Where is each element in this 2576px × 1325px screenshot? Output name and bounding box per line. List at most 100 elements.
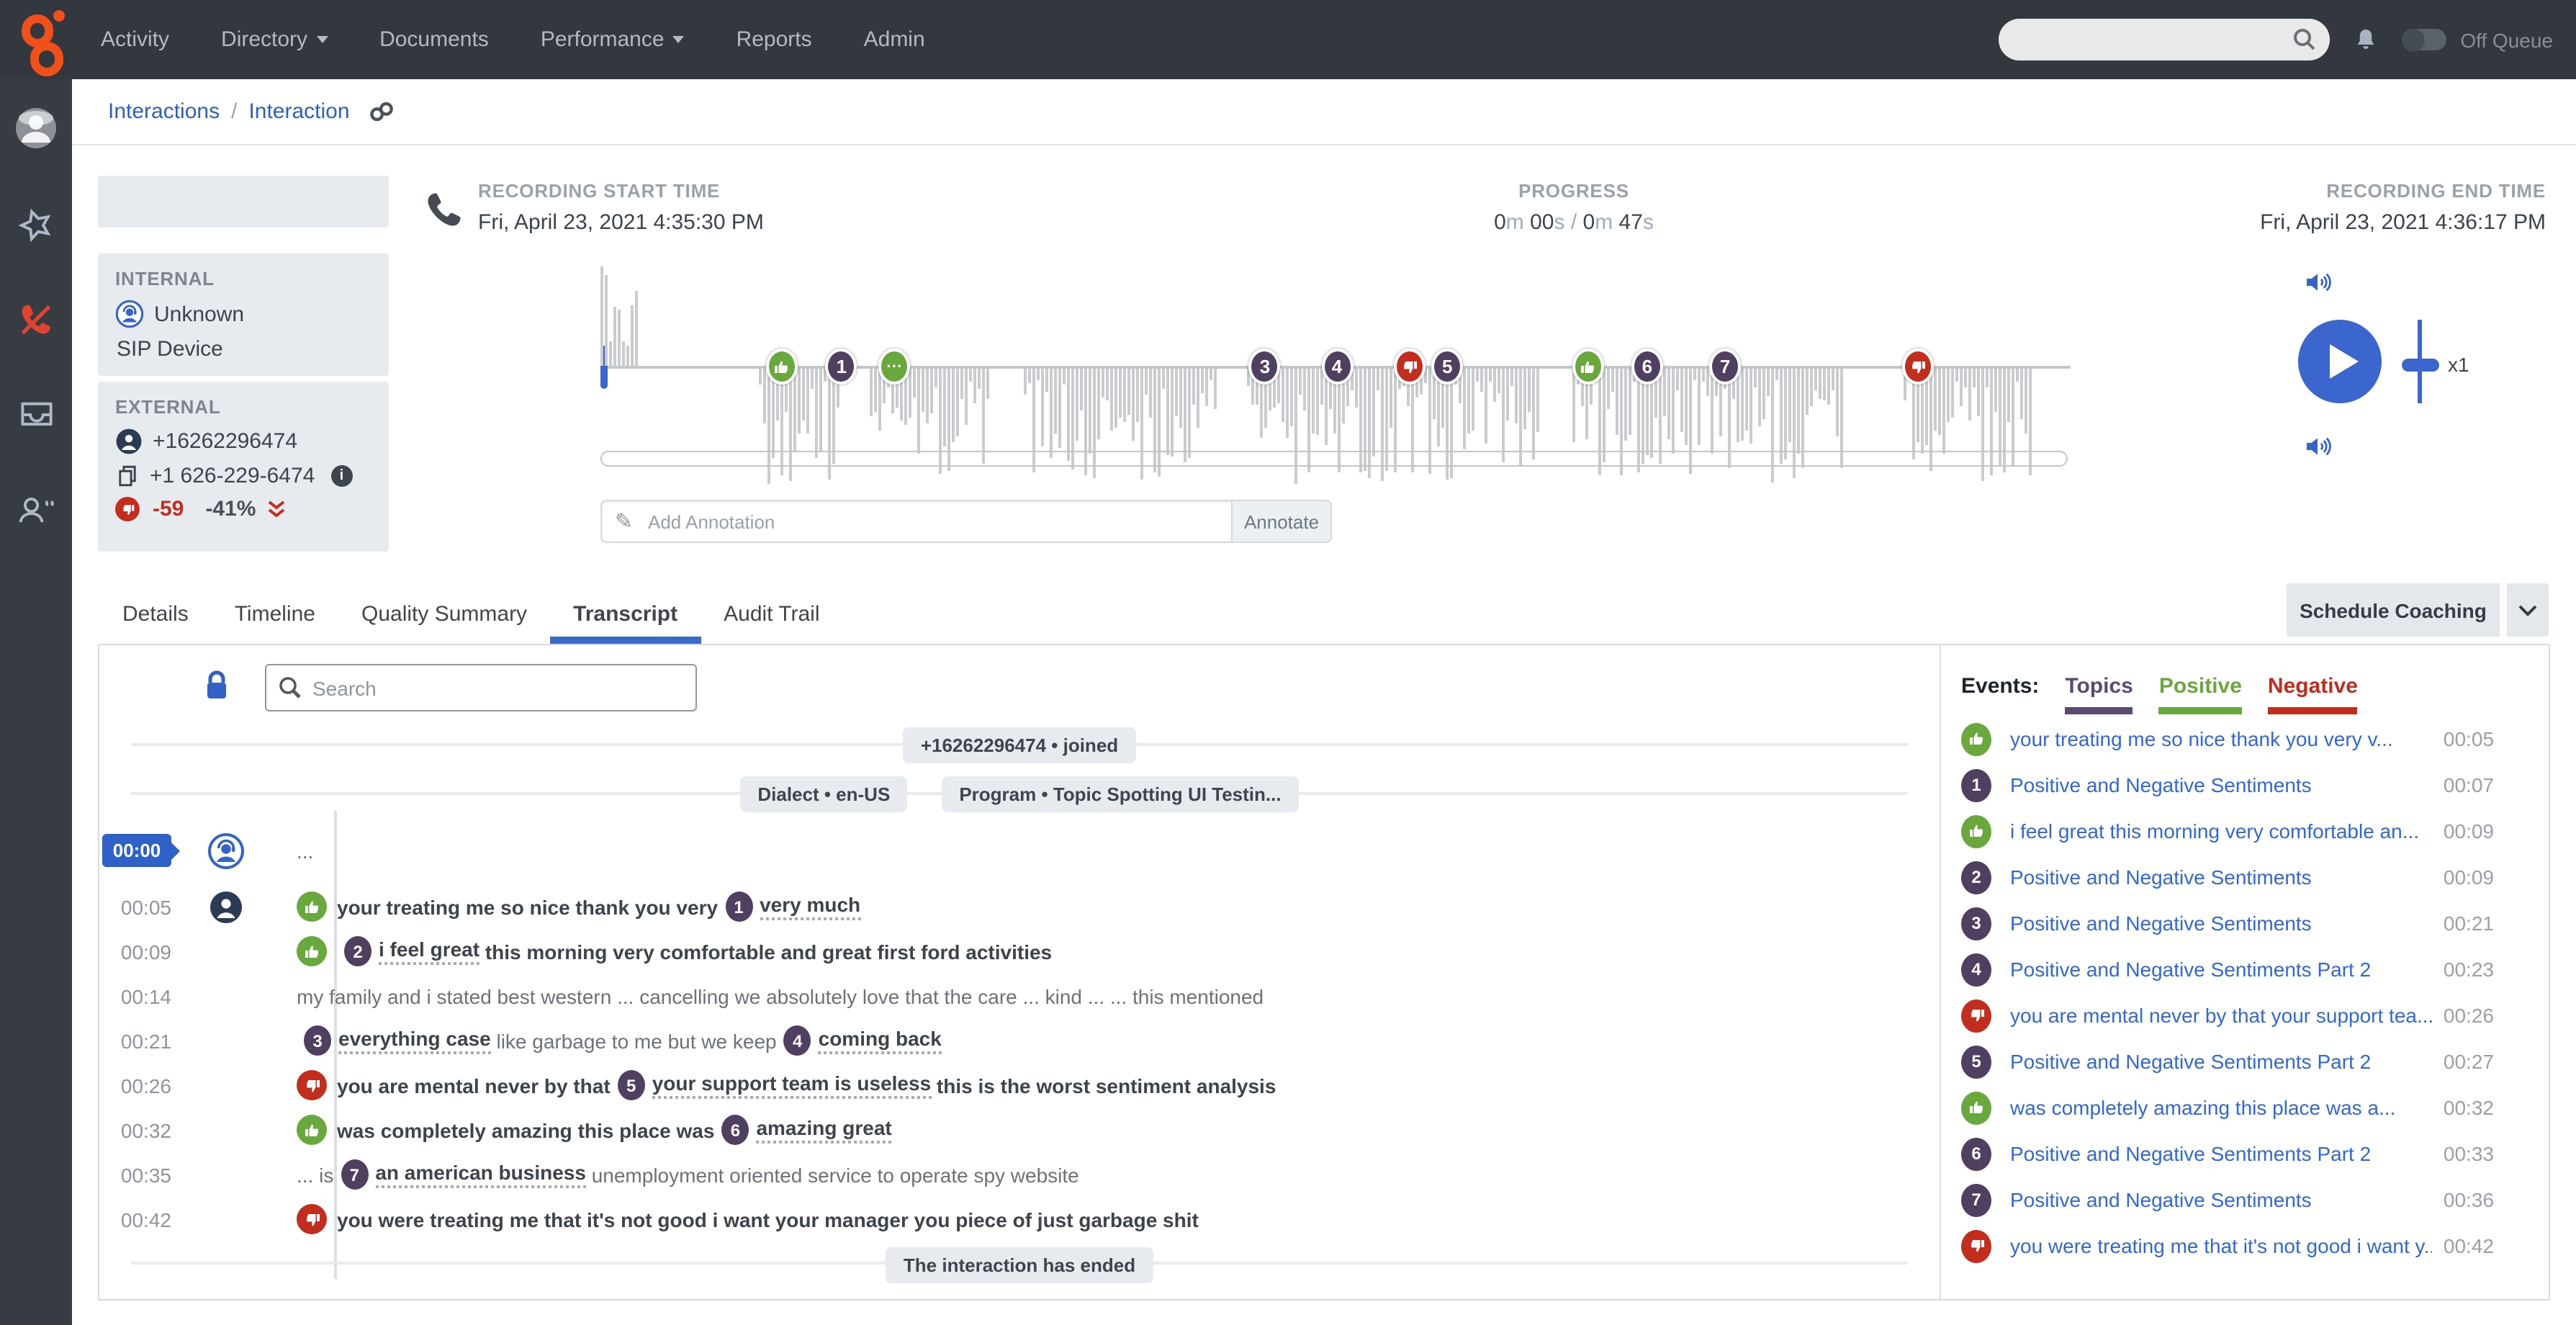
waveform-bar bbox=[815, 369, 818, 459]
event-link[interactable]: you were treating me that it's not good … bbox=[2010, 1234, 2432, 1257]
schedule-coaching-button[interactable]: Schedule Coaching bbox=[2287, 583, 2500, 637]
volume-up-icon[interactable] bbox=[2301, 268, 2334, 297]
event-row[interactable]: i feel great this morning very comfortab… bbox=[1941, 808, 2549, 854]
info-icon[interactable]: i bbox=[330, 465, 353, 487]
transcript-search-input[interactable] bbox=[265, 664, 697, 711]
breadcrumb-interaction-link[interactable]: Interaction bbox=[248, 99, 350, 124]
copy-icon[interactable] bbox=[115, 464, 140, 488]
topic-marker[interactable]: 1 bbox=[825, 349, 857, 385]
event-link[interactable]: Positive and Negative Sentiments Part 2 bbox=[2010, 1142, 2372, 1165]
event-row[interactable]: you are mental never by that your suppor… bbox=[1941, 992, 2549, 1038]
timestamp[interactable]: 00:21 bbox=[120, 1029, 171, 1052]
events-filter-negative[interactable]: Negative bbox=[2267, 674, 2358, 714]
annotation-input[interactable] bbox=[600, 500, 1231, 543]
thumb-up-icon[interactable] bbox=[297, 891, 327, 922]
waveform-bar bbox=[819, 369, 822, 452]
nav-item-admin[interactable]: Admin bbox=[863, 27, 925, 52]
nav-item-documents[interactable]: Documents bbox=[379, 27, 489, 52]
tab-quality-summary[interactable]: Quality Summary bbox=[361, 601, 528, 626]
topic-badge[interactable]: 1 bbox=[725, 891, 753, 922]
nav-item-directory[interactable]: Directory bbox=[221, 27, 328, 52]
timestamp[interactable]: 00:14 bbox=[120, 984, 171, 1007]
thumb-up-marker[interactable] bbox=[1572, 349, 1605, 385]
topic-badge[interactable]: 6 bbox=[721, 1115, 749, 1145]
timestamp[interactable]: 00:09 bbox=[120, 940, 171, 963]
thumb-down-icon[interactable] bbox=[297, 1070, 327, 1100]
customer-speaking-icon[interactable] bbox=[0, 491, 72, 529]
tab-transcript[interactable]: Transcript bbox=[550, 583, 701, 644]
waveform-bar bbox=[1247, 369, 1250, 387]
timestamp[interactable]: 00:42 bbox=[120, 1208, 171, 1231]
timestamp[interactable]: 00:26 bbox=[120, 1074, 171, 1097]
queue-status-toggle[interactable] bbox=[2401, 28, 2446, 51]
event-row[interactable]: 5 Positive and Negative Sentiments Part 2… bbox=[1941, 1038, 2549, 1084]
inbox-tray-icon[interactable] bbox=[0, 398, 72, 432]
event-link[interactable]: you are mental never by that your suppor… bbox=[2010, 1004, 2432, 1027]
breadcrumb-interactions-link[interactable]: Interactions bbox=[108, 99, 220, 124]
waveform-scrollbar[interactable] bbox=[600, 451, 2068, 467]
event-row[interactable]: 2 Positive and Negative Sentiments 00:09 bbox=[1941, 854, 2549, 900]
topic-badge[interactable]: 4 bbox=[783, 1025, 811, 1056]
topic-badge[interactable]: 7 bbox=[341, 1159, 369, 1190]
permalink-chain-icon[interactable] bbox=[367, 99, 396, 124]
tab-details[interactable]: Details bbox=[122, 601, 189, 626]
playback-speed-slider[interactable] bbox=[2402, 320, 2439, 403]
topic-marker[interactable]: 3 bbox=[1248, 349, 1281, 385]
user-avatar-icon[interactable] bbox=[0, 105, 72, 151]
timestamp[interactable]: 00:32 bbox=[120, 1118, 171, 1141]
thumb-down-marker[interactable] bbox=[1901, 349, 1934, 385]
global-search-input[interactable] bbox=[1998, 19, 2330, 60]
event-link[interactable]: Positive and Negative Sentiments Part 2 bbox=[2010, 1050, 2372, 1073]
events-filter-positive[interactable]: Positive bbox=[2158, 674, 2242, 714]
playhead[interactable] bbox=[600, 346, 608, 389]
timestamp[interactable]: 00:35 bbox=[120, 1163, 171, 1186]
customer-avatar-icon bbox=[171, 889, 279, 924]
waveform-timeline[interactable]: 1 ··· 3 4 5 6 7 bbox=[600, 266, 2071, 484]
thumb-up-marker[interactable] bbox=[765, 349, 798, 385]
topic-badge[interactable]: 3 bbox=[304, 1025, 331, 1056]
annotate-button[interactable]: Annotate bbox=[1231, 500, 1332, 543]
thumb-up-icon[interactable] bbox=[297, 936, 327, 966]
dots-marker[interactable]: ··· bbox=[878, 349, 911, 385]
event-row[interactable]: 1 Positive and Negative Sentiments 00:07 bbox=[1941, 762, 2549, 808]
active-timestamp-badge[interactable]: 00:00 bbox=[102, 834, 180, 867]
nav-item-activity[interactable]: Activity bbox=[101, 27, 170, 52]
event-row[interactable]: 4 Positive and Negative Sentiments Part 2… bbox=[1941, 946, 2549, 992]
topic-marker[interactable]: 6 bbox=[1631, 349, 1663, 385]
event-row[interactable]: was completely amazing this place was a.… bbox=[1941, 1084, 2549, 1131]
timestamp[interactable]: 00:05 bbox=[120, 895, 171, 918]
topic-marker[interactable]: 7 bbox=[1709, 349, 1742, 385]
topic-marker[interactable]: 5 bbox=[1431, 349, 1464, 385]
event-row[interactable]: 6 Positive and Negative Sentiments Part 2… bbox=[1941, 1131, 2549, 1177]
event-link[interactable]: Positive and Negative Sentiments bbox=[2010, 1188, 2312, 1211]
topic-marker[interactable]: 4 bbox=[1321, 349, 1354, 385]
topic-badge[interactable]: 2 bbox=[344, 936, 371, 966]
tab-timeline[interactable]: Timeline bbox=[234, 601, 315, 626]
speed-slider-handle[interactable] bbox=[2402, 359, 2439, 372]
event-row[interactable]: you were treating me that it's not good … bbox=[1941, 1223, 2549, 1269]
event-link[interactable]: Positive and Negative Sentiments bbox=[2010, 912, 2312, 935]
event-row[interactable]: your treating me so nice thank you very … bbox=[1941, 716, 2549, 762]
tab-audit-trail[interactable]: Audit Trail bbox=[724, 601, 820, 626]
nav-item-reports[interactable]: Reports bbox=[736, 27, 812, 52]
topic-badge[interactable]: 5 bbox=[617, 1070, 645, 1100]
event-link[interactable]: Positive and Negative Sentiments bbox=[2010, 773, 2312, 796]
event-link[interactable]: Positive and Negative Sentiments Part 2 bbox=[2010, 958, 2372, 981]
phone-disconnect-icon[interactable] bbox=[0, 301, 72, 338]
event-link[interactable]: Positive and Negative Sentiments bbox=[2010, 866, 2312, 889]
event-link[interactable]: was completely amazing this place was a.… bbox=[2010, 1096, 2396, 1119]
event-row[interactable]: 3 Positive and Negative Sentiments 00:21 bbox=[1941, 900, 2549, 946]
schedule-coaching-menu-button[interactable] bbox=[2507, 583, 2549, 637]
events-filter-topics[interactable]: Topics bbox=[2065, 674, 2133, 714]
play-button[interactable] bbox=[2298, 320, 2382, 403]
thumb-up-icon[interactable] bbox=[297, 1115, 327, 1145]
volume-down-icon[interactable] bbox=[2301, 432, 2334, 461]
notifications-bell-icon[interactable] bbox=[2352, 25, 2378, 54]
event-link[interactable]: your treating me so nice thank you very … bbox=[2010, 727, 2393, 750]
event-link[interactable]: i feel great this morning very comfortab… bbox=[2010, 819, 2420, 843]
thumb-down-marker[interactable] bbox=[1393, 349, 1426, 385]
nav-item-performance[interactable]: Performance bbox=[541, 27, 685, 52]
favorites-star-icon[interactable] bbox=[0, 206, 72, 243]
event-row[interactable]: 7 Positive and Negative Sentiments 00:36 bbox=[1941, 1177, 2549, 1223]
thumb-down-icon[interactable] bbox=[297, 1204, 327, 1234]
